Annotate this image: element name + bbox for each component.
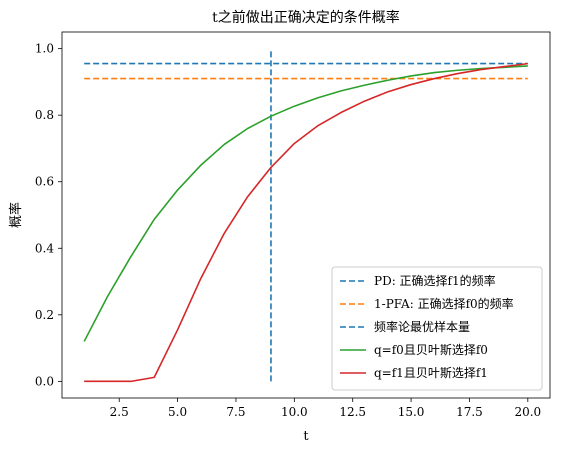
y-tick-label: 1.0 bbox=[35, 42, 54, 56]
y-tick-label: 0.4 bbox=[35, 241, 54, 255]
x-tick-label: 10.0 bbox=[281, 405, 308, 419]
y-axis-ticks: 0.0 0.2 0.4 0.6 0.8 1.0 bbox=[35, 42, 62, 388]
x-tick-label: 15.0 bbox=[398, 405, 425, 419]
x-tick-label: 17.5 bbox=[456, 405, 483, 419]
x-tick-label: 7.5 bbox=[226, 405, 245, 419]
axes-frame bbox=[61, 31, 551, 399]
legend-label: q=f0且贝叶斯选择f0 bbox=[374, 343, 488, 357]
y-tick-label: 0.0 bbox=[35, 374, 54, 388]
y-axis-label: 概率 bbox=[8, 202, 24, 228]
y-tick-label: 0.8 bbox=[35, 108, 54, 122]
legend-label: PD: 正确选择f1的频率 bbox=[374, 273, 496, 288]
legend-box bbox=[331, 266, 543, 391]
legend-label: 频率论最优样本量 bbox=[374, 319, 470, 334]
series-line-4 bbox=[84, 62, 528, 383]
x-tick-label: 5.0 bbox=[168, 405, 187, 419]
chart-title: t之前做出正确决定的条件概率 bbox=[212, 9, 400, 26]
legend-label: 1-PFA: 正确选择f0的频率 bbox=[374, 296, 514, 311]
legend-label: q=f1且贝叶斯选择f1 bbox=[374, 366, 488, 380]
x-tick-label: 2.5 bbox=[110, 405, 129, 419]
series-line-3 bbox=[83, 65, 528, 342]
x-axis-label: t bbox=[303, 429, 309, 444]
plot-area: 2.5 5.0 7.5 10.0 12.5 15.0 17.5 20.0 0.00.20.40… bbox=[35, 31, 551, 419]
y-tick-label: 0.2 bbox=[35, 308, 54, 322]
x-tick-label: 20.0 bbox=[514, 405, 541, 419]
y-tick-label: 0.6 bbox=[35, 175, 54, 189]
x-tick-label: 12.5 bbox=[339, 405, 366, 419]
series-layer bbox=[83, 48, 528, 383]
x-axis-ticks: 2.5 5.0 7.5 10.0 12.5 15.0 17.5 20.0 bbox=[110, 398, 541, 419]
